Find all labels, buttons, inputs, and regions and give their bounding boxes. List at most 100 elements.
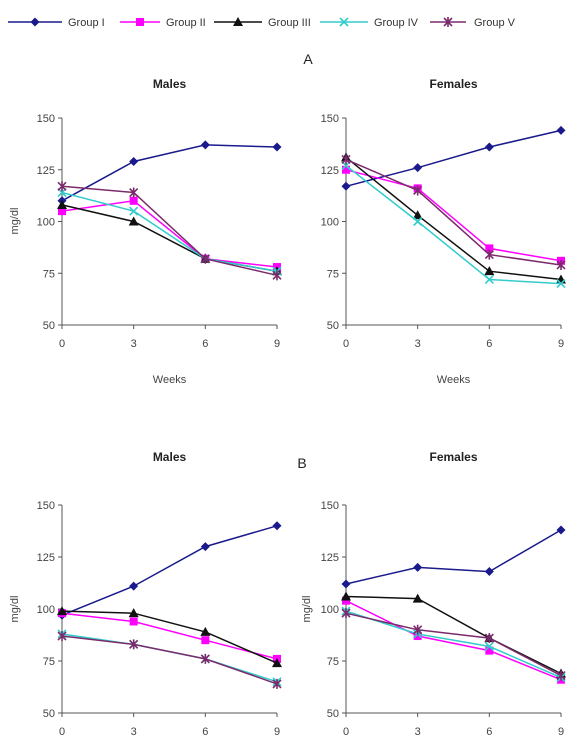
data-point <box>201 140 210 149</box>
y-axis-label: mg/dl <box>301 596 313 623</box>
x-tick-label: 6 <box>202 726 208 738</box>
series-line <box>62 193 277 272</box>
panel-label-b: B <box>297 455 306 471</box>
x-tick-label: 9 <box>558 338 564 350</box>
x-tick-label: 9 <box>274 726 280 738</box>
y-tick-label: 75 <box>327 656 339 668</box>
x-tick-label: 0 <box>59 338 65 350</box>
y-tick-label: 150 <box>37 500 55 512</box>
data-point <box>130 207 138 215</box>
data-point <box>201 636 209 644</box>
chart-title: Males <box>153 77 187 91</box>
legend-label: Group II <box>166 17 206 29</box>
x-tick-label: 3 <box>131 726 137 738</box>
series-line <box>346 159 561 265</box>
y-tick-label: 100 <box>37 217 55 229</box>
data-point <box>130 197 138 205</box>
chart-b-females: Females 50 75 100 125 150 0 3 6 9 mg/dl <box>301 450 566 738</box>
data-point <box>413 163 422 172</box>
series-line <box>62 611 277 663</box>
series-line <box>62 526 277 615</box>
y-tick-label: 50 <box>327 708 339 720</box>
chart-a-females: Females50751001251500 3 6 9Weeks <box>321 77 566 386</box>
series-line <box>62 201 277 267</box>
y-tick-label: 150 <box>321 500 339 512</box>
y-tick-label: 150 <box>37 113 55 125</box>
y-axis-label: mg/dl <box>9 208 21 235</box>
legend-label: Group V <box>474 17 516 29</box>
chart-title: Females <box>429 450 477 464</box>
legend-item-group-ii: Group II <box>120 17 206 29</box>
chart-b-males: Males 50 75 100 125 150 0 3 6 9 mg/dl <box>9 450 282 738</box>
series-group-iv <box>58 630 281 686</box>
y-tick-label: 125 <box>37 165 55 177</box>
x-tick-label: 9 <box>274 338 280 350</box>
data-point <box>201 542 210 551</box>
x-tick-label: 6 <box>486 726 492 738</box>
data-point <box>342 182 351 191</box>
legend-label: Group I <box>68 17 105 29</box>
series-group-iv <box>58 189 281 276</box>
data-point <box>342 580 351 589</box>
legend-item-group-iii: Group III <box>214 17 311 29</box>
x-axis-label: Weeks <box>437 374 471 386</box>
chart-title: Males <box>153 450 187 464</box>
data-point <box>129 157 138 166</box>
data-point <box>413 563 422 572</box>
series-group-ii <box>58 609 281 663</box>
legend-item-group-iv: Group IV <box>320 17 419 29</box>
x-tick-label: 3 <box>415 726 421 738</box>
data-point <box>129 582 138 591</box>
y-tick-label: 100 <box>37 604 55 616</box>
legend-marker-square <box>136 18 144 26</box>
x-tick-label: 9 <box>558 726 564 738</box>
x-tick-label: 0 <box>59 726 65 738</box>
y-tick-label: 75 <box>327 268 339 280</box>
series-line <box>346 597 561 674</box>
series-group-v <box>342 154 565 270</box>
y-tick-label: 50 <box>43 708 55 720</box>
x-tick-label: 6 <box>202 338 208 350</box>
data-point <box>273 142 282 151</box>
y-tick-label: 75 <box>43 656 55 668</box>
data-point <box>557 525 566 534</box>
series-group-i <box>342 525 566 588</box>
legend-label: Group III <box>268 17 311 29</box>
y-tick-label: 50 <box>327 320 339 332</box>
y-tick-label: 150 <box>321 113 339 125</box>
series-line <box>62 634 277 682</box>
data-point <box>557 126 566 135</box>
legend: Group I Group II Group III Group IV Group V <box>8 17 516 29</box>
series-line <box>62 186 277 275</box>
y-tick-label: 125 <box>321 165 339 177</box>
x-tick-label: 6 <box>486 338 492 350</box>
x-tick-label: 3 <box>131 338 137 350</box>
x-axis-label: Weeks <box>153 374 187 386</box>
data-point <box>485 567 494 576</box>
y-tick-label: 125 <box>37 552 55 564</box>
series-line <box>62 205 277 271</box>
x-tick-label: 0 <box>343 726 349 738</box>
y-tick-label: 100 <box>321 217 339 229</box>
chart-title: Females <box>429 77 477 91</box>
series-group-ii <box>58 197 281 271</box>
data-point <box>273 521 282 530</box>
legend-marker-diamond <box>31 18 40 27</box>
series-group-i <box>58 521 282 619</box>
series-line <box>346 530 561 584</box>
y-tick-label: 100 <box>321 604 339 616</box>
y-tick-label: 125 <box>321 552 339 564</box>
series-line <box>62 145 277 201</box>
legend-item-group-v: Group V <box>430 17 516 29</box>
charts: Males 50 75 100 125 150 0 3 6 9 Weeks mg/dl Females 5… <box>9 77 566 738</box>
legend-item-group-i: Group I <box>8 17 105 29</box>
y-tick-label: 50 <box>43 320 55 332</box>
series-group-i <box>58 140 282 205</box>
y-axis-label: mg/dl <box>9 596 21 623</box>
data-point <box>130 617 138 625</box>
series-group-iii <box>57 606 282 667</box>
legend-label: Group IV <box>374 17 419 29</box>
panel-label-a: A <box>303 51 313 67</box>
x-tick-label: 3 <box>415 338 421 350</box>
